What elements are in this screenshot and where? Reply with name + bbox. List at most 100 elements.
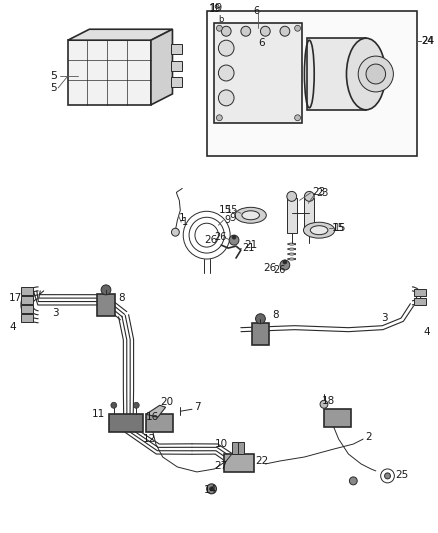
Bar	[232, 442, 244, 454]
Text: 15: 15	[334, 223, 346, 233]
Polygon shape	[146, 405, 166, 417]
Text: 15: 15	[332, 223, 345, 233]
Polygon shape	[68, 29, 173, 40]
Text: 6: 6	[258, 38, 265, 48]
Bar	[224, 454, 254, 472]
Circle shape	[172, 228, 179, 236]
Text: 24: 24	[422, 36, 434, 46]
Text: 26: 26	[215, 232, 227, 242]
Text: 21: 21	[242, 243, 254, 253]
Bar	[170, 61, 182, 71]
Circle shape	[101, 285, 111, 295]
Circle shape	[207, 484, 216, 494]
Bar	[146, 414, 173, 432]
Bar	[304, 198, 314, 233]
Text: 14: 14	[204, 485, 217, 495]
Bar	[170, 77, 182, 87]
Circle shape	[219, 40, 234, 56]
Circle shape	[219, 65, 234, 81]
Circle shape	[358, 56, 393, 92]
Text: b: b	[219, 15, 224, 24]
Text: 19: 19	[208, 4, 221, 14]
Bar	[324, 409, 351, 427]
Ellipse shape	[346, 38, 385, 110]
Bar	[414, 289, 426, 296]
Circle shape	[280, 26, 290, 36]
Text: 16: 16	[146, 412, 159, 422]
Circle shape	[280, 260, 290, 270]
Bar	[307, 38, 366, 110]
Polygon shape	[151, 29, 173, 105]
Bar	[21, 305, 33, 313]
Text: 1: 1	[182, 217, 188, 227]
Text: 7: 7	[194, 402, 201, 412]
Text: 23: 23	[312, 188, 325, 197]
Circle shape	[216, 25, 223, 31]
Text: 24: 24	[422, 36, 435, 46]
Bar	[97, 294, 115, 316]
Text: 15: 15	[219, 205, 232, 215]
Text: 10: 10	[215, 439, 228, 449]
Text: 4: 4	[9, 322, 16, 332]
Bar	[207, 11, 417, 156]
Ellipse shape	[310, 225, 328, 235]
Bar	[252, 322, 269, 345]
Text: 26: 26	[273, 265, 286, 275]
Text: 3: 3	[52, 308, 59, 318]
Bar	[287, 198, 297, 233]
Circle shape	[283, 260, 287, 264]
Text: 19: 19	[210, 3, 223, 13]
Text: 12: 12	[143, 434, 156, 444]
Text: 26: 26	[205, 235, 218, 245]
Circle shape	[221, 26, 231, 36]
Text: 27: 27	[215, 461, 228, 471]
Circle shape	[385, 473, 390, 479]
Text: 8: 8	[272, 310, 279, 320]
Circle shape	[255, 314, 265, 324]
Text: 23: 23	[316, 188, 328, 198]
Text: 22: 22	[255, 456, 269, 466]
Text: 4: 4	[424, 327, 430, 337]
Text: 9: 9	[229, 213, 236, 223]
Text: 9: 9	[224, 215, 230, 225]
Text: 20: 20	[160, 397, 173, 407]
Circle shape	[366, 64, 385, 84]
Text: 8: 8	[119, 293, 125, 303]
Bar	[21, 314, 33, 322]
Text: 3: 3	[381, 313, 387, 323]
Circle shape	[229, 235, 239, 245]
Circle shape	[320, 400, 328, 408]
Bar	[21, 296, 33, 304]
Text: 25: 25	[396, 470, 409, 480]
Text: 15: 15	[226, 205, 239, 215]
Circle shape	[261, 26, 270, 36]
Bar	[109, 414, 143, 432]
Text: 5: 5	[50, 83, 57, 93]
Text: 26: 26	[263, 263, 277, 273]
Circle shape	[232, 235, 236, 239]
Text: 11: 11	[92, 409, 105, 419]
Circle shape	[304, 191, 314, 201]
Bar	[21, 287, 33, 295]
Text: 18: 18	[322, 397, 335, 406]
Ellipse shape	[235, 207, 266, 223]
Ellipse shape	[242, 211, 259, 220]
Circle shape	[287, 191, 297, 201]
Text: 6: 6	[254, 6, 260, 17]
Text: 17: 17	[9, 293, 22, 303]
Text: 2: 2	[365, 432, 372, 442]
Bar	[170, 44, 182, 54]
Text: 21: 21	[244, 240, 257, 250]
Bar	[215, 23, 303, 123]
Circle shape	[133, 402, 139, 408]
Circle shape	[216, 115, 223, 121]
Bar	[414, 298, 426, 305]
Circle shape	[295, 115, 300, 121]
Text: 5: 5	[50, 71, 57, 81]
Circle shape	[295, 25, 300, 31]
Text: 1: 1	[179, 213, 186, 223]
Bar	[68, 40, 151, 105]
Circle shape	[350, 477, 357, 485]
Ellipse shape	[304, 222, 335, 238]
Circle shape	[219, 90, 234, 106]
